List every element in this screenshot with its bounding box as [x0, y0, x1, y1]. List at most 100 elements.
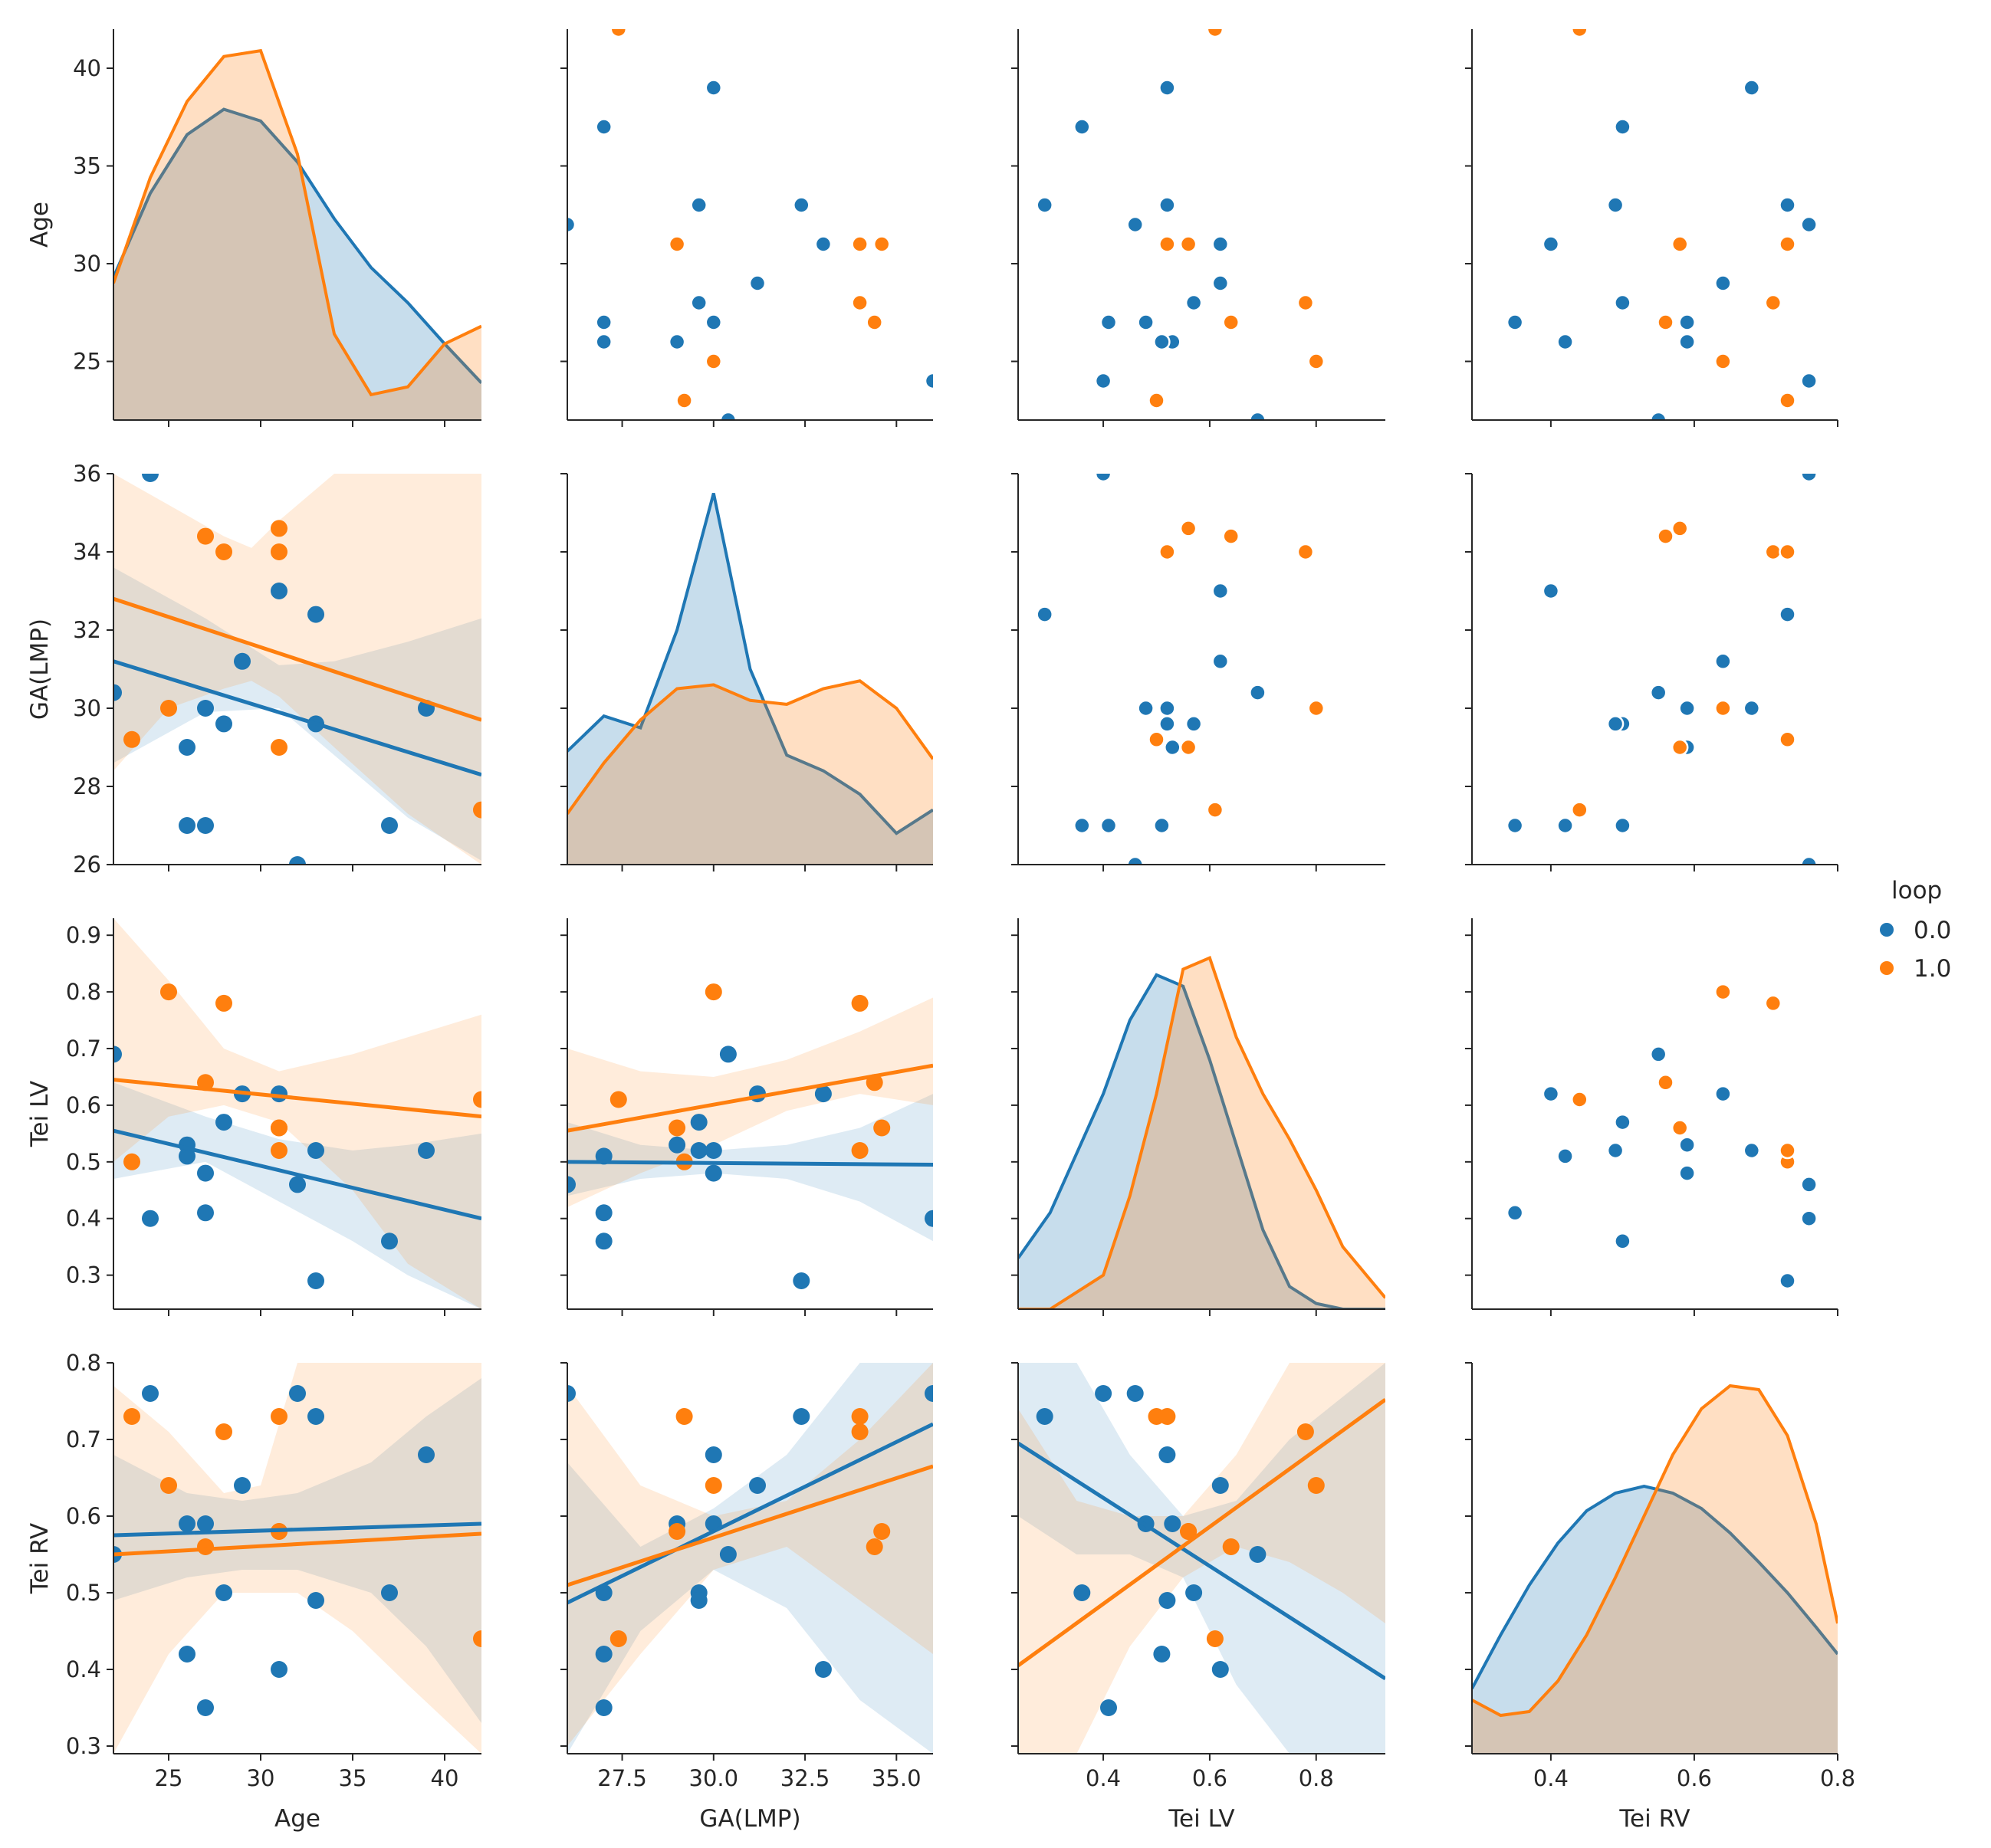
point-0-0 [1211, 235, 1230, 253]
y-tick-label: 36 [73, 461, 101, 487]
y-tick-label: 0.7 [66, 1036, 101, 1062]
point-1-0 [271, 543, 287, 560]
x-tick-label: 0.4 [1086, 1765, 1121, 1791]
point-0-0 [1714, 652, 1732, 671]
kde-fill-0-0 [1472, 1486, 1838, 1754]
x-tick-label: 0.8 [1820, 1765, 1855, 1791]
point-1-0 [473, 801, 481, 819]
point-1-0 [1671, 520, 1689, 537]
confidence-band-0-0 [113, 1082, 481, 1309]
y-tick-label: 0.5 [66, 1580, 101, 1606]
point-0-0 [418, 1142, 435, 1159]
legend-marker-0-0 [1880, 923, 1894, 937]
point-0-0 [1158, 699, 1176, 717]
point-0-0 [1614, 816, 1631, 835]
x-axis-label-ga-lmp: GA(LMP) [699, 1805, 800, 1833]
point-0-0 [381, 1584, 398, 1601]
panel-tei-lv-vs-age: 0.3 0.4 0.5 0.6 0.7 0.8 0.9 [66, 918, 481, 1316]
panel-content [1036, 29, 1326, 420]
y-axis-label-tei-rv: Tei RV [26, 1523, 54, 1594]
x-tick-label: 35 [339, 1765, 367, 1791]
point-0-0 [595, 1646, 613, 1663]
point-1-0 [271, 1142, 287, 1159]
point-0-0 [1211, 1661, 1229, 1678]
panel-content [113, 918, 481, 1309]
point-0-0 [1800, 372, 1818, 390]
point-1-0 [271, 739, 287, 756]
point-1-0 [1158, 235, 1176, 253]
kde-fill-0-0 [567, 493, 933, 865]
point-0-0 [1158, 715, 1176, 733]
y-tick-label: 0.8 [66, 979, 101, 1005]
panel-age-vs-age: 25 30 35 40 [73, 29, 481, 427]
point-0-0 [289, 856, 306, 865]
point-0-0 [1153, 816, 1171, 835]
point-0-0 [1556, 1147, 1574, 1165]
panel-tei-lv-vs-tei-rv [1465, 918, 1838, 1316]
point-1-0 [1764, 994, 1782, 1013]
point-1-0 [1571, 801, 1589, 819]
x-tick-label: 27.5 [597, 1765, 647, 1791]
point-0-0 [197, 1515, 214, 1532]
point-0-0 [719, 1045, 737, 1063]
point-0-0 [289, 1385, 306, 1402]
point-1-0 [1764, 294, 1782, 312]
point-0-0 [307, 1272, 324, 1289]
point-0-0 [1614, 118, 1631, 136]
point-1-0 [1671, 235, 1689, 253]
kde-line-0-0 [567, 492, 933, 835]
confidence-band-1-0 [113, 474, 481, 865]
point-1-0 [473, 1630, 481, 1647]
panel-content [113, 48, 481, 420]
kde-line-0-0 [1018, 973, 1385, 1309]
point-0-0 [1094, 372, 1112, 390]
confidence-band-0-0 [113, 1378, 481, 1723]
point-0-0 [1211, 274, 1230, 292]
point-1-0 [1657, 313, 1674, 331]
point-1-0 [1571, 1091, 1589, 1108]
y-tick-label: 0.3 [66, 1733, 101, 1759]
point-1-0 [851, 994, 869, 1012]
confidence-band-1-0 [113, 918, 481, 1309]
panel-age-vs-tei-lv [1011, 29, 1385, 427]
y-tick-label: 0.5 [66, 1149, 101, 1175]
y-axis-label-tei-lv: Tei LV [26, 1081, 54, 1147]
point-1-0 [1714, 983, 1732, 1001]
point-0-0 [271, 1661, 287, 1678]
point-1-0 [1307, 1477, 1325, 1494]
point-1-0 [1222, 527, 1240, 545]
point-1-0 [1296, 1423, 1314, 1440]
point-0-0 [1126, 1385, 1144, 1402]
y-tick-label: 40 [73, 55, 101, 81]
point-0-0 [1211, 582, 1230, 600]
kde-fill-0-0 [1018, 974, 1385, 1309]
point-0-0 [197, 700, 214, 717]
point-0-0 [925, 1210, 933, 1227]
point-0-0 [595, 1204, 613, 1222]
legend-label-1-0: 1.0 [1914, 955, 1951, 983]
x-tick-label: 0.8 [1299, 1765, 1334, 1791]
y-tick-label: 0.3 [66, 1262, 101, 1288]
y-tick-label: 25 [73, 349, 101, 375]
panel-tei-lv-vs-tei-lv [1011, 918, 1385, 1316]
point-1-0 [609, 29, 628, 38]
panel-age-vs-tei-rv [1465, 29, 1838, 427]
point-1-0 [1779, 235, 1796, 253]
point-0-0 [1126, 855, 1144, 865]
point-1-0 [1222, 1538, 1240, 1555]
regression-line-0-0 [567, 1160, 933, 1167]
point-0-0 [1036, 196, 1053, 214]
point-0-0 [669, 1136, 686, 1154]
point-1-0 [1158, 1408, 1176, 1425]
point-1-0 [1779, 730, 1796, 749]
point-0-0 [1184, 715, 1203, 733]
point-0-0 [197, 1204, 214, 1222]
x-tick-label: 25 [155, 1765, 183, 1791]
x-tick-label: 0.6 [1192, 1765, 1227, 1791]
point-0-0 [793, 196, 810, 214]
point-0-0 [1185, 1584, 1203, 1601]
y-tick-label: 30 [73, 695, 101, 721]
confidence-band-0-0 [113, 567, 481, 861]
point-0-0 [1649, 1045, 1667, 1063]
